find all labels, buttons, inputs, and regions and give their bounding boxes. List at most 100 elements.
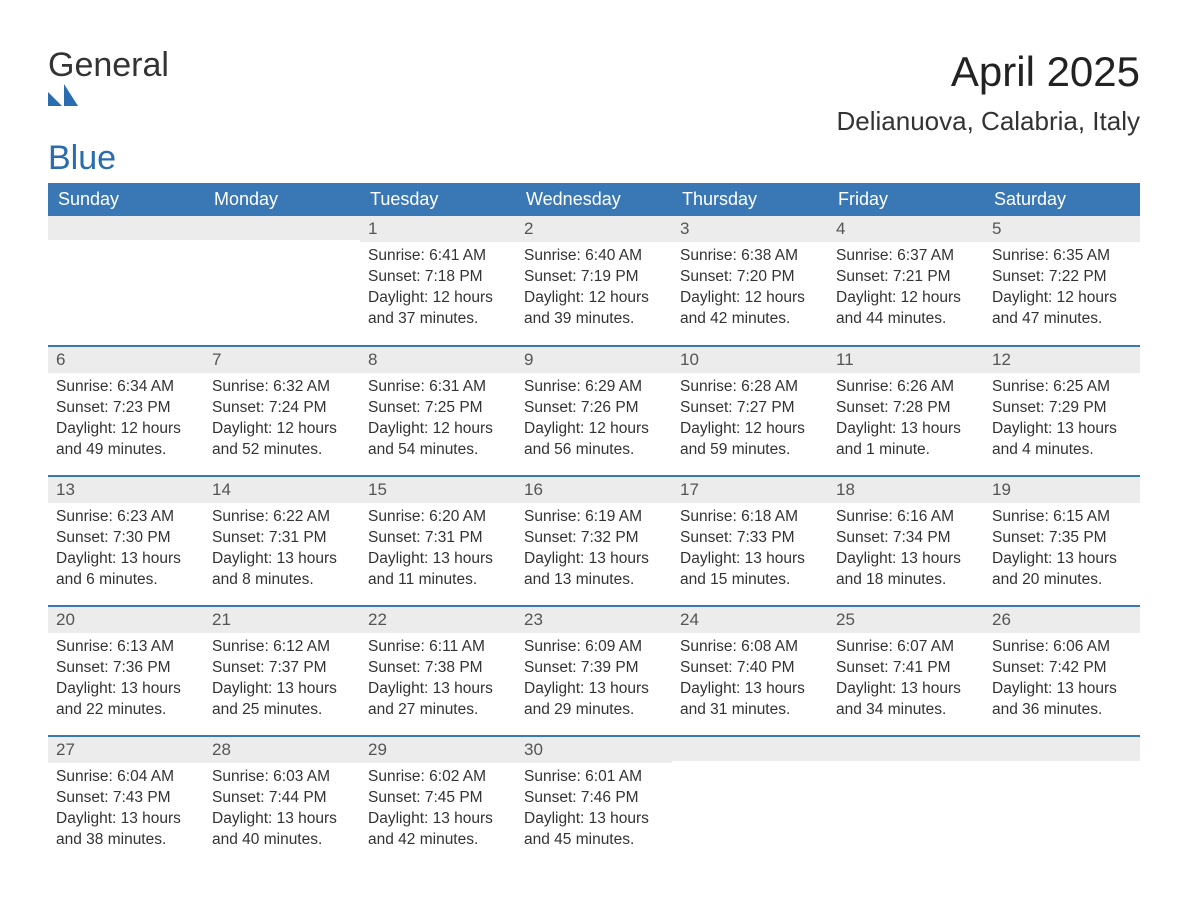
sunset-line: Sunset: 7:31 PM bbox=[212, 528, 352, 549]
day-number bbox=[984, 737, 1140, 761]
day-details: Sunrise: 6:37 AMSunset: 7:21 PMDaylight:… bbox=[828, 242, 984, 338]
sunrise-line: Sunrise: 6:26 AM bbox=[836, 377, 976, 398]
day-details: Sunrise: 6:34 AMSunset: 7:23 PMDaylight:… bbox=[48, 373, 204, 469]
calendar-cell: 28 Sunrise: 6:03 AMSunset: 7:44 PMDayligh… bbox=[204, 736, 360, 866]
calendar-cell bbox=[984, 736, 1140, 866]
sunrise-line: Sunrise: 6:37 AM bbox=[836, 246, 976, 267]
calendar-cell: 19Sunrise: 6:15 AMSunset: 7:35 PMDayligh… bbox=[984, 476, 1140, 606]
day-number: 27 bbox=[48, 737, 204, 763]
daylight-line: Daylight: 13 hours and 22 minutes. bbox=[56, 679, 196, 721]
day-number: 23 bbox=[516, 607, 672, 633]
sunset-line: Sunset: 7:38 PM bbox=[368, 658, 508, 679]
logo: General Blue bbox=[48, 48, 169, 177]
sunset-line: Sunset: 7:44 PM bbox=[212, 788, 352, 809]
day-number: 16 bbox=[516, 477, 672, 503]
weekday-header: Sunday bbox=[48, 183, 204, 216]
calendar-cell bbox=[828, 736, 984, 866]
sunrise-line: Sunrise: 6:04 AM bbox=[56, 767, 196, 788]
sunset-line: Sunset: 7:39 PM bbox=[524, 658, 664, 679]
day-number: 19 bbox=[984, 477, 1140, 503]
weekday-header: Saturday bbox=[984, 183, 1140, 216]
day-details: Sunrise: 6:15 AMSunset: 7:35 PMDaylight:… bbox=[984, 503, 1140, 599]
day-details: Sunrise: 6:07 AMSunset: 7:41 PMDaylight:… bbox=[828, 633, 984, 729]
daylight-line: Daylight: 13 hours and 42 minutes. bbox=[368, 809, 508, 851]
day-details: Sunrise: 6:08 AMSunset: 7:40 PMDaylight:… bbox=[672, 633, 828, 729]
weekday-header: Wednesday bbox=[516, 183, 672, 216]
sunrise-line: Sunrise: 6:13 AM bbox=[56, 637, 196, 658]
day-details: Sunrise: 6:01 AMSunset: 7:46 PMDaylight:… bbox=[516, 763, 672, 859]
day-details: Sunrise: 6:20 AMSunset: 7:31 PMDaylight:… bbox=[360, 503, 516, 599]
day-number: 24 bbox=[672, 607, 828, 633]
daylight-line: Daylight: 12 hours and 49 minutes. bbox=[56, 419, 196, 461]
day-details: Sunrise: 6:09 AMSunset: 7:39 PMDaylight:… bbox=[516, 633, 672, 729]
daylight-line: Daylight: 12 hours and 44 minutes. bbox=[836, 288, 976, 330]
day-number: 1 bbox=[360, 216, 516, 242]
sunset-line: Sunset: 7:25 PM bbox=[368, 398, 508, 419]
sunset-line: Sunset: 7:31 PM bbox=[368, 528, 508, 549]
daylight-line: Daylight: 13 hours and 36 minutes. bbox=[992, 679, 1132, 721]
day-number: 3 bbox=[672, 216, 828, 242]
calendar-cell: 1Sunrise: 6:41 AMSunset: 7:18 PMDaylight… bbox=[360, 216, 516, 346]
daylight-line: Daylight: 13 hours and 34 minutes. bbox=[836, 679, 976, 721]
sunrise-line: Sunrise: 6:34 AM bbox=[56, 377, 196, 398]
sunrise-line: Sunrise: 6:12 AM bbox=[212, 637, 352, 658]
day-number: 10 bbox=[672, 347, 828, 373]
sunset-line: Sunset: 7:32 PM bbox=[524, 528, 664, 549]
sunset-line: Sunset: 7:29 PM bbox=[992, 398, 1132, 419]
daylight-line: Daylight: 13 hours and 25 minutes. bbox=[212, 679, 352, 721]
daylight-line: Daylight: 13 hours and 6 minutes. bbox=[56, 549, 196, 591]
sunrise-line: Sunrise: 6:32 AM bbox=[212, 377, 352, 398]
calendar-cell: 18Sunrise: 6:16 AMSunset: 7:34 PMDayligh… bbox=[828, 476, 984, 606]
day-number: 28 bbox=[204, 737, 360, 763]
sunrise-line: Sunrise: 6:11 AM bbox=[368, 637, 508, 658]
calendar-cell: 27Sunrise: 6:04 AMSunset: 7:43 PMDayligh… bbox=[48, 736, 204, 866]
sunrise-line: Sunrise: 6:40 AM bbox=[524, 246, 664, 267]
sunrise-line: Sunrise: 6:18 AM bbox=[680, 507, 820, 528]
calendar-cell: 20Sunrise: 6:13 AMSunset: 7:36 PMDayligh… bbox=[48, 606, 204, 736]
calendar-cell: 23Sunrise: 6:09 AMSunset: 7:39 PMDayligh… bbox=[516, 606, 672, 736]
sunset-line: Sunset: 7:36 PM bbox=[56, 658, 196, 679]
sunset-line: Sunset: 7:27 PM bbox=[680, 398, 820, 419]
day-number: 13 bbox=[48, 477, 204, 503]
sunrise-line: Sunrise: 6:19 AM bbox=[524, 507, 664, 528]
day-number: 17 bbox=[672, 477, 828, 503]
sunrise-line: Sunrise: 6:09 AM bbox=[524, 637, 664, 658]
calendar-cell: 3Sunrise: 6:38 AMSunset: 7:20 PMDaylight… bbox=[672, 216, 828, 346]
day-number: 26 bbox=[984, 607, 1140, 633]
sunset-line: Sunset: 7:42 PM bbox=[992, 658, 1132, 679]
weekday-header: Tuesday bbox=[360, 183, 516, 216]
calendar-cell: 5Sunrise: 6:35 AMSunset: 7:22 PMDaylight… bbox=[984, 216, 1140, 346]
sunset-line: Sunset: 7:26 PM bbox=[524, 398, 664, 419]
daylight-line: Daylight: 13 hours and 29 minutes. bbox=[524, 679, 664, 721]
day-details: Sunrise: 6:19 AMSunset: 7:32 PMDaylight:… bbox=[516, 503, 672, 599]
day-details: Sunrise: 6:28 AMSunset: 7:27 PMDaylight:… bbox=[672, 373, 828, 469]
sunrise-line: Sunrise: 6:35 AM bbox=[992, 246, 1132, 267]
daylight-line: Daylight: 13 hours and 18 minutes. bbox=[836, 549, 976, 591]
daylight-line: Daylight: 12 hours and 39 minutes. bbox=[524, 288, 664, 330]
day-details: Sunrise: 6:06 AMSunset: 7:42 PMDaylight:… bbox=[984, 633, 1140, 729]
daylight-line: Daylight: 13 hours and 13 minutes. bbox=[524, 549, 664, 591]
sunrise-line: Sunrise: 6:25 AM bbox=[992, 377, 1132, 398]
weekday-header: Monday bbox=[204, 183, 360, 216]
daylight-line: Daylight: 13 hours and 40 minutes. bbox=[212, 809, 352, 851]
calendar-table: Sunday Monday Tuesday Wednesday Thursday… bbox=[48, 183, 1140, 866]
day-number: 14 bbox=[204, 477, 360, 503]
sunset-line: Sunset: 7:45 PM bbox=[368, 788, 508, 809]
sunset-line: Sunset: 7:22 PM bbox=[992, 267, 1132, 288]
sunset-line: Sunset: 7:34 PM bbox=[836, 528, 976, 549]
calendar-cell: 4Sunrise: 6:37 AMSunset: 7:21 PMDaylight… bbox=[828, 216, 984, 346]
day-number: 9 bbox=[516, 347, 672, 373]
daylight-line: Daylight: 13 hours and 20 minutes. bbox=[992, 549, 1132, 591]
daylight-line: Daylight: 13 hours and 31 minutes. bbox=[680, 679, 820, 721]
daylight-line: Daylight: 13 hours and 45 minutes. bbox=[524, 809, 664, 851]
calendar-cell: 8Sunrise: 6:31 AMSunset: 7:25 PMDaylight… bbox=[360, 346, 516, 476]
day-details: Sunrise: 6:31 AMSunset: 7:25 PMDaylight:… bbox=[360, 373, 516, 469]
daylight-line: Daylight: 13 hours and 38 minutes. bbox=[56, 809, 196, 851]
sunrise-line: Sunrise: 6:08 AM bbox=[680, 637, 820, 658]
logo-text: General Blue bbox=[48, 48, 169, 177]
calendar-cell: 2Sunrise: 6:40 AMSunset: 7:19 PMDaylight… bbox=[516, 216, 672, 346]
day-details: Sunrise: 6:35 AMSunset: 7:22 PMDaylight:… bbox=[984, 242, 1140, 338]
day-details: Sunrise: 6:18 AMSunset: 7:33 PMDaylight:… bbox=[672, 503, 828, 599]
sunrise-line: Sunrise: 6:03 AM bbox=[212, 767, 352, 788]
day-number: 29 bbox=[360, 737, 516, 763]
